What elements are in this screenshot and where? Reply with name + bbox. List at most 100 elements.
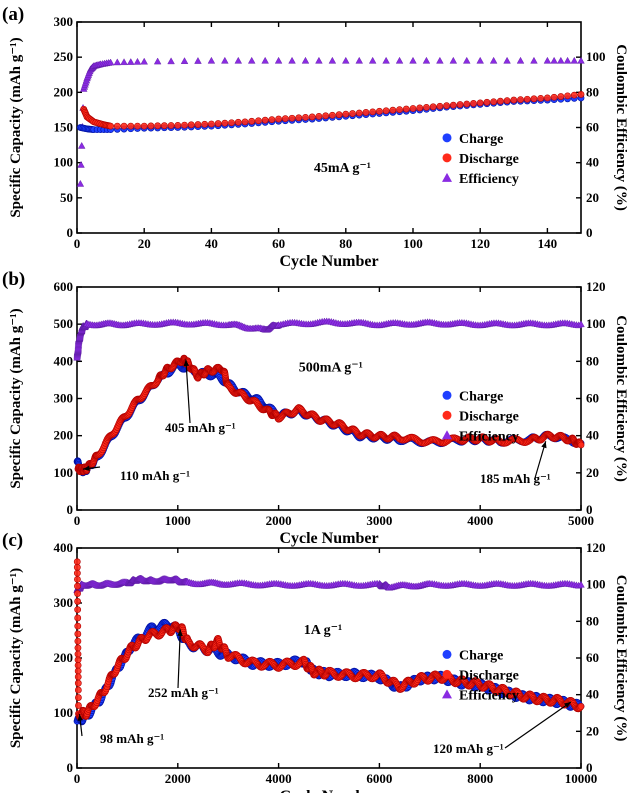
x-axis-label: Cycle Number — [279, 788, 378, 793]
y2-tick-label: 100 — [586, 49, 606, 64]
data-point — [577, 703, 585, 710]
x-tick-label: 4000 — [266, 771, 292, 786]
data-point — [302, 113, 309, 121]
data-point — [167, 57, 175, 65]
data-point — [355, 56, 363, 64]
series-efficiency — [73, 317, 585, 361]
panel-3: (c)0 2000 4000 6000 8000 10000010020030040002… — [2, 530, 627, 793]
data-point — [429, 103, 437, 111]
legend-marker — [442, 390, 452, 400]
y2-tick-label: 60 — [586, 650, 599, 665]
data-point — [74, 637, 82, 645]
y-axis-label: Specific Capacity (mAh g⁻¹) — [8, 37, 24, 217]
annotation-label: 120 mAh g⁻¹ — [433, 741, 504, 756]
data-point — [174, 121, 182, 129]
data-point — [470, 100, 477, 107]
y2-tick-label: 80 — [586, 84, 599, 99]
data-point — [544, 94, 551, 102]
data-point — [463, 56, 471, 64]
data-point — [255, 117, 262, 125]
y-tick-label: 200 — [54, 428, 74, 443]
data-point — [76, 179, 85, 187]
data-point — [281, 115, 289, 123]
y2-tick-label: 80 — [586, 613, 599, 628]
data-point — [530, 95, 538, 103]
series-discharge — [80, 91, 585, 130]
annotation-label: 110 mAh g⁻¹ — [120, 468, 190, 483]
data-point — [382, 56, 390, 64]
series-discharge — [74, 354, 585, 476]
y-tick-label: 200 — [54, 84, 74, 99]
data-point — [241, 118, 249, 126]
x-tick-label: 0 — [74, 513, 81, 528]
x-tick-label: 1000 — [165, 513, 191, 528]
annotation-label: 185 mAh g⁻¹ — [480, 471, 551, 486]
data-point — [214, 120, 222, 127]
y2-axis-label: Coulombic Efficiency (%) — [613, 575, 627, 742]
data-point — [106, 58, 115, 66]
data-point — [342, 56, 350, 64]
y-axis-label: Specific Capacity (mAh g⁻¹) — [8, 568, 24, 748]
data-point — [147, 122, 155, 130]
data-point — [74, 582, 81, 590]
data-point — [342, 110, 350, 118]
data-point — [113, 122, 121, 130]
data-point — [154, 122, 162, 130]
data-point — [510, 96, 518, 104]
data-point — [402, 105, 410, 113]
data-point — [207, 120, 215, 128]
data-point — [436, 56, 444, 64]
x-tick-label: 4000 — [467, 513, 493, 528]
data-point — [221, 56, 229, 64]
legend-label: Charge — [459, 648, 503, 663]
data-point — [181, 121, 188, 129]
data-point — [180, 57, 189, 64]
y-tick-label: 100 — [54, 155, 74, 170]
data-point — [355, 109, 363, 117]
data-point — [423, 103, 430, 111]
x-tick-label: 5000 — [568, 513, 594, 528]
y2-axis-label: Coulombic Efficiency (%) — [613, 44, 627, 211]
data-point — [167, 122, 175, 129]
data-point — [74, 606, 82, 614]
x-axis-label: Cycle Number — [279, 530, 378, 547]
data-point — [328, 111, 336, 119]
x-tick-label: 2000 — [266, 513, 292, 528]
y-tick-label: 600 — [54, 279, 74, 294]
data-point — [550, 56, 558, 64]
y-tick-label: 300 — [54, 391, 74, 406]
y2-tick-label: 0 — [586, 502, 593, 517]
data-point — [517, 96, 524, 104]
y-tick-label: 150 — [54, 120, 74, 135]
data-point — [523, 95, 531, 103]
data-point — [483, 98, 491, 106]
data-point — [74, 686, 82, 694]
data-point — [516, 56, 525, 64]
legend-label: Discharge — [459, 668, 519, 683]
data-point — [113, 58, 122, 66]
y2-tick-label: 20 — [586, 190, 599, 205]
data-point — [308, 113, 316, 121]
x-tick-label: 120 — [470, 236, 490, 251]
data-point — [201, 120, 209, 128]
data-point — [140, 57, 148, 65]
data-point — [73, 563, 81, 571]
x-tick-label: 40 — [205, 236, 218, 251]
legend-marker — [442, 430, 452, 440]
data-point — [503, 56, 511, 64]
data-point — [368, 56, 377, 64]
y2-tick-label: 60 — [586, 391, 599, 406]
legend-marker — [442, 153, 452, 163]
data-point — [74, 630, 82, 638]
data-point — [496, 97, 504, 105]
x-tick-label: 3000 — [366, 513, 392, 528]
data-point — [490, 98, 498, 106]
series-efficiency — [73, 574, 585, 594]
x-tick-label: 0 — [74, 771, 81, 786]
data-point — [74, 673, 82, 681]
data-point — [120, 58, 128, 66]
data-point — [194, 121, 202, 128]
y-tick-label: 200 — [54, 650, 74, 665]
x-tick-label: 60 — [272, 236, 285, 251]
data-point — [396, 106, 403, 114]
